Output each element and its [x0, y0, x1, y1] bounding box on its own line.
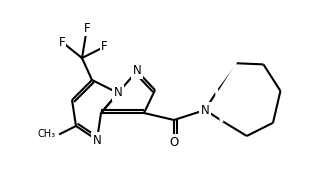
- Text: F: F: [84, 22, 90, 35]
- Text: N: N: [114, 86, 122, 100]
- Text: N: N: [201, 103, 209, 116]
- Text: F: F: [59, 36, 65, 49]
- Text: N: N: [93, 134, 101, 146]
- Text: N: N: [133, 65, 141, 77]
- Text: F: F: [101, 40, 107, 54]
- Text: CH₃: CH₃: [38, 129, 56, 139]
- Text: O: O: [169, 135, 178, 148]
